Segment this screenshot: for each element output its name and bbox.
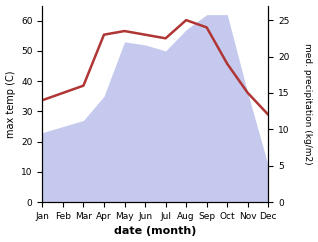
- X-axis label: date (month): date (month): [114, 227, 197, 236]
- Y-axis label: max temp (C): max temp (C): [5, 70, 16, 138]
- Y-axis label: med. precipitation (kg/m2): med. precipitation (kg/m2): [303, 43, 313, 165]
